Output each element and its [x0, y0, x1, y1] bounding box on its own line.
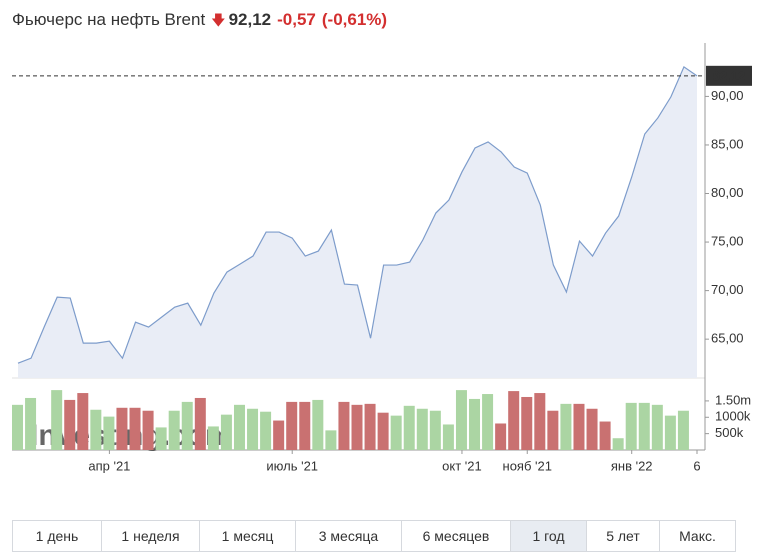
volume-bar: [403, 405, 415, 450]
volume-bar: [586, 408, 598, 450]
x-tick-label: апр '21: [88, 458, 130, 473]
volume-bar: [521, 396, 533, 450]
y-tick-label: 75,00: [711, 233, 744, 248]
volume-bar: [560, 403, 572, 450]
volume-bar: [638, 402, 650, 450]
volume-bar: [299, 401, 311, 450]
volume-bar: [390, 415, 402, 450]
range-buttons: 1 день 1 неделя 1 месяц 3 месяца 6 месяцев 1 …: [12, 520, 736, 552]
volume-bar: [168, 410, 180, 450]
change: -0,57: [277, 10, 316, 29]
volume-bar: [90, 409, 102, 450]
volume-bar: [469, 398, 481, 450]
volume-bar: [51, 390, 63, 450]
volume-bar: [364, 403, 376, 450]
x-tick-label: янв '22: [611, 458, 653, 473]
volume-bar: [455, 390, 467, 450]
range-button[interactable]: Макс.: [679, 528, 716, 544]
volume-bar: [338, 401, 350, 450]
volume-bar: [273, 420, 285, 450]
volume-bar: [573, 403, 585, 450]
last-price-label: 92,12: [713, 68, 746, 83]
area: [18, 66, 697, 378]
volume-bar: [664, 415, 676, 450]
volume-bar: [181, 401, 193, 450]
volume-bar: [207, 426, 219, 450]
volume-bar: [155, 427, 167, 450]
y-tick-label: 85,00: [711, 136, 744, 151]
volume-bar: [103, 416, 115, 450]
volume-bar: [220, 414, 232, 450]
title: Фьючерс на нефть Brent: [12, 10, 206, 29]
volume-bar: [651, 404, 663, 450]
volume-bar: [77, 393, 89, 450]
volume-bar: [416, 408, 428, 450]
volume-bar: [377, 412, 389, 450]
volume-bar: [351, 404, 363, 450]
change-pct: (-0,61%): [321, 10, 388, 29]
volume-bar: [12, 404, 23, 450]
range-button[interactable]: 3 месяца: [296, 521, 402, 551]
volume-bar: [116, 407, 128, 450]
volume-bar: [599, 421, 611, 450]
y2-tick-label: 500k: [715, 425, 744, 440]
volume-bar: [233, 404, 245, 450]
price-line: [17, 65, 698, 364]
volume-bar: [142, 410, 154, 450]
volume-bar: [286, 401, 298, 450]
volume-bar: [482, 394, 494, 450]
volume-bar: [677, 410, 689, 450]
x-tick-label: окт '21: [442, 458, 482, 473]
volume-bar: [64, 399, 76, 450]
y-tick-label: 80,00: [711, 185, 744, 200]
range-button[interactable]: 1 год: [511, 521, 587, 551]
volume-bar: [429, 410, 441, 450]
volume-bar: [495, 423, 507, 450]
y2-tick-label: 1000k: [715, 409, 751, 424]
y-tick-label: 65,00: [711, 331, 744, 346]
y2-tick-label: 1.50m: [715, 392, 751, 407]
volume-bar: [129, 407, 141, 450]
x-tick-label: 6: [693, 458, 700, 473]
volume-bar: [612, 438, 624, 450]
range-button[interactable]: 1 месяц: [200, 521, 296, 551]
volume-bar: [25, 397, 37, 450]
volume-bar: [534, 393, 546, 450]
volume-bar: [247, 408, 259, 450]
x-tick-label: нояб '21: [503, 458, 552, 473]
price: 92,12: [228, 10, 272, 29]
header: Фьючерс на нефть Brent 🡇 92,12 -0,57 (-0,61%…: [12, 10, 393, 34]
range-button[interactable]: 5 лет: [587, 521, 660, 551]
volume-bar: [312, 399, 324, 450]
y-tick-label: 90,00: [711, 88, 744, 103]
range-button[interactable]: 1 день: [13, 521, 102, 551]
range-button[interactable]: 1 неделя: [102, 521, 200, 551]
range-button[interactable]: 6 месяцев: [402, 521, 511, 551]
volume-bar: [260, 411, 272, 450]
volume-bar: [325, 430, 337, 450]
volume-bar: [442, 424, 454, 450]
x-tick-label: июль '21: [266, 458, 318, 473]
volume-bar: [508, 391, 520, 450]
volume-bar: [194, 397, 206, 450]
y-tick-label: 70,00: [711, 282, 744, 297]
last-price-box: [706, 65, 752, 86]
volume-bar: [547, 410, 559, 450]
down-arrow: 🡇: [211, 12, 226, 28]
volume-bar: [625, 402, 637, 450]
